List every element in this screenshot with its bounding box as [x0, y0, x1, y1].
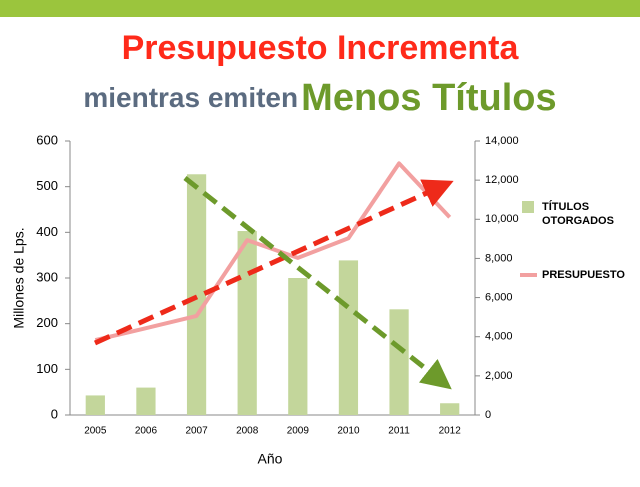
- chart-subtitle: mientras emiten Menos Títulos: [83, 77, 556, 119]
- legend-label: PRESUPUESTO: [542, 269, 625, 281]
- x-tick-label: 2006: [135, 426, 158, 437]
- y2-tick-label: 10,000: [485, 213, 519, 225]
- y-tick-label: 300: [36, 269, 58, 284]
- subtitle: mientras emiten: [83, 82, 298, 113]
- x-tick-label: 2012: [439, 426, 462, 437]
- y-axis-label: Millones de Lps.: [11, 227, 27, 328]
- trend-arrow-red: [93, 179, 454, 346]
- y2-tick-label: 0: [485, 409, 491, 421]
- x-axis-label: Año: [258, 451, 283, 467]
- chart-title: Presupuesto Incrementa: [122, 29, 520, 67]
- y-tick-label: 500: [36, 178, 58, 193]
- plot: 0 100 200 300 400 500 600 0 2,000 4,000 6,000 8,000…: [36, 132, 518, 436]
- y2-tick-label: 2,000: [485, 370, 513, 382]
- y-tick-label: 600: [36, 132, 58, 147]
- bar: [338, 260, 359, 415]
- legend-label: TÍTULOS OTORGADOS: [542, 201, 614, 227]
- y-tick-label: 0: [51, 406, 58, 421]
- x-tick-label: 2005: [84, 426, 107, 437]
- y2-tick-label: 8,000: [485, 252, 513, 264]
- y-tick-label: 200: [36, 315, 58, 330]
- y2-tick-label: 6,000: [485, 291, 513, 303]
- subtitle-highlight: Menos Títulos: [301, 77, 556, 119]
- legend-swatch: [522, 201, 534, 213]
- bar: [136, 387, 156, 415]
- bar: [389, 309, 409, 415]
- bar: [186, 174, 207, 415]
- x-tick-label: 2010: [337, 426, 360, 437]
- bar: [237, 231, 257, 415]
- x-tick-label: 2011: [388, 426, 410, 437]
- trend-arrow-green: [183, 176, 452, 390]
- y2-tick-label: 12,000: [485, 174, 519, 186]
- y2-tick-label: 4,000: [485, 331, 513, 343]
- bar: [85, 395, 105, 415]
- y2-tick-label: 14,000: [485, 135, 519, 147]
- x-tick-label: 2009: [287, 426, 310, 437]
- line: [94, 161, 452, 343]
- x-tick-label: 2008: [236, 426, 259, 437]
- bar: [288, 278, 308, 415]
- bar: [440, 403, 460, 415]
- x-tick-label: 2007: [185, 426, 208, 437]
- y-tick-label: 100: [36, 361, 58, 376]
- y-tick-label: 400: [36, 224, 58, 239]
- top-bar: [0, 0, 640, 17]
